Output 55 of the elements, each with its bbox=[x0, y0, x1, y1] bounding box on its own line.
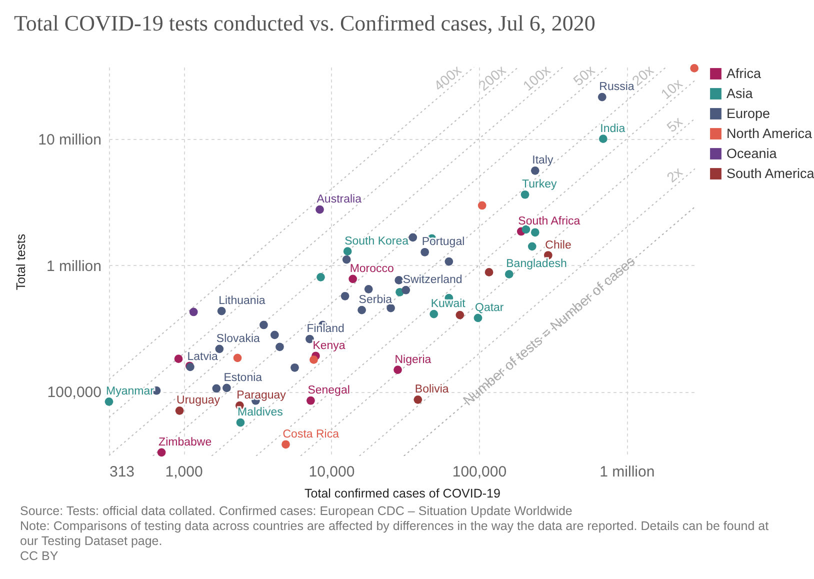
data-label: South Korea bbox=[344, 235, 410, 248]
data-label: Bolivia bbox=[414, 384, 450, 396]
x-tick-label: 313 bbox=[110, 464, 135, 480]
data-label: Kenya bbox=[312, 340, 346, 352]
data-label: Switzerland bbox=[402, 274, 462, 286]
data-label: Italy bbox=[532, 154, 554, 167]
legend-label: Africa bbox=[726, 66, 762, 81]
text: CC BY bbox=[20, 549, 60, 564]
text: Note: Comparisons of testing data across countries are affected by differences in the way the data are reported. Details can be found at our Testing Dataset page. bbox=[20, 519, 770, 549]
data-label: Paraguay bbox=[236, 390, 286, 402]
data-label: Estonia bbox=[224, 372, 263, 384]
data-label: Slovakia bbox=[216, 332, 260, 345]
x-axis-title: Total confirmed cases of COVID-19 bbox=[304, 486, 500, 500]
data-label: South Africa bbox=[518, 215, 581, 228]
y-tick-label: 1 million bbox=[46, 258, 102, 275]
data-label: Russia bbox=[599, 81, 635, 94]
data-label: Morocco bbox=[350, 262, 394, 275]
data-label: Senegal bbox=[308, 384, 350, 397]
data-label: Uruguay bbox=[176, 394, 220, 407]
data-label: Maldives bbox=[237, 406, 284, 419]
data-label: Myanmar bbox=[106, 386, 154, 398]
x-tick-label: 100,000 bbox=[452, 464, 507, 480]
x-tick-label: 1 million bbox=[600, 464, 655, 480]
legend-label: Oceania bbox=[726, 146, 778, 161]
x-tick-label: 10,000 bbox=[308, 464, 355, 480]
legend-label: Europe bbox=[726, 106, 770, 121]
chart-title: Total COVID-19 tests conducted vs. Confirmed cases, Jul 6, 2020 bbox=[14, 10, 596, 36]
text: 50x bbox=[570, 62, 598, 89]
text: 2x bbox=[664, 164, 686, 186]
data-label: Australia bbox=[316, 194, 362, 206]
source-note: Source: Tests: official data collated. Confirmed cases: European CDC – Situation Update Worldwide bbox=[20, 504, 574, 519]
data-label: Portugal bbox=[422, 236, 465, 248]
x-tick-label: 1,000 bbox=[165, 464, 203, 480]
data-label: Nigeria bbox=[394, 354, 432, 366]
data-label: Qatar bbox=[475, 302, 504, 314]
text: 5x bbox=[664, 113, 686, 136]
data-label: Latvia bbox=[187, 350, 219, 363]
data-label: Serbia bbox=[358, 294, 393, 306]
legend-label: North America bbox=[726, 126, 813, 141]
data-label: Chile bbox=[545, 239, 572, 252]
data-label: Turkey bbox=[522, 178, 557, 191]
data-label: Lithuania bbox=[218, 295, 266, 308]
text: 400x bbox=[430, 62, 464, 94]
legend-label: Asia bbox=[726, 86, 754, 101]
y-axis-title: Total tests bbox=[14, 234, 28, 290]
y-tick-label: 10 million bbox=[38, 131, 102, 148]
legend-label: South America bbox=[726, 166, 814, 181]
text: 10x bbox=[658, 75, 686, 102]
data-label: Costa Rica bbox=[282, 428, 340, 440]
data-label: Finland bbox=[306, 323, 344, 336]
y-tick-label: 100,000 bbox=[47, 384, 102, 402]
data-label: Zimbabwe bbox=[158, 436, 212, 448]
data-label: Kuwait bbox=[430, 298, 466, 310]
data-label: Bangladesh bbox=[506, 258, 567, 270]
data-label: India bbox=[600, 122, 626, 135]
